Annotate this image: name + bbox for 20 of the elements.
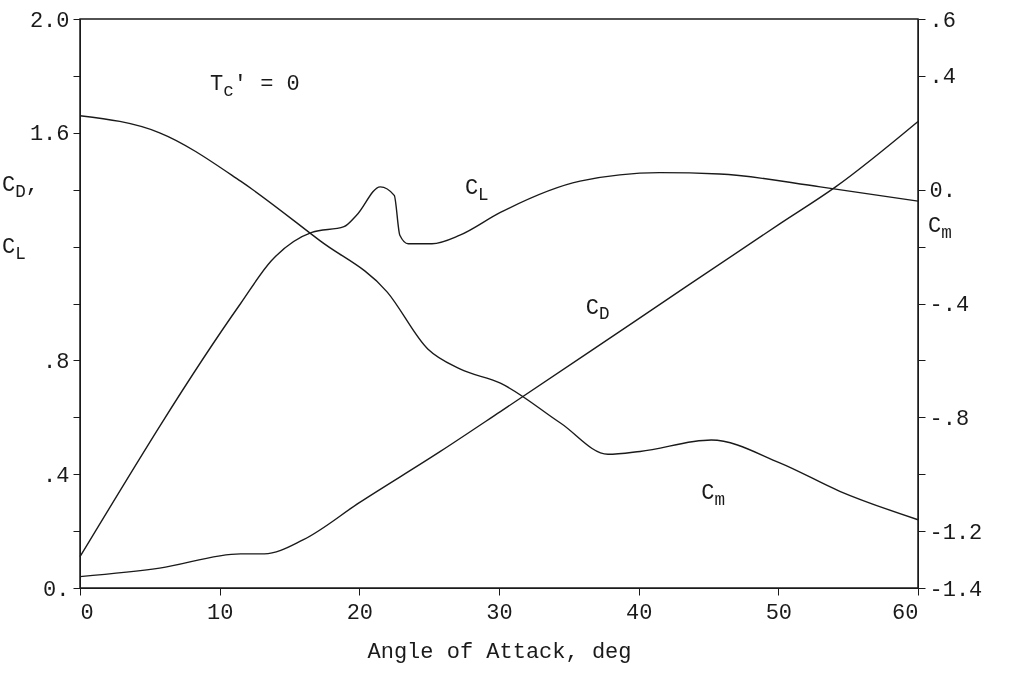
y-tick-label: 0.	[43, 577, 70, 603]
y-tick-label: .4	[43, 463, 70, 489]
y2-tick-label: -1.2	[929, 520, 983, 546]
y2-tick-label: -1.4	[929, 577, 983, 603]
y-tick-label: .8	[43, 349, 70, 375]
y2-tick-label: -.8	[929, 406, 970, 432]
x-tick-label: 20	[346, 600, 374, 626]
x-tick-label: 50	[765, 600, 793, 626]
x-tick-label: 0	[80, 600, 94, 626]
y2-tick-label: .6	[929, 8, 956, 34]
x-axis-title: Angle of Attack, deg	[367, 639, 632, 665]
x-tick-label: 10	[206, 600, 234, 626]
x-tick-label: 30	[486, 600, 513, 626]
y2-tick-label: -.4	[929, 293, 970, 318]
y2-tick-label: .4	[929, 65, 956, 91]
y2-tick-label: 0.	[929, 179, 956, 205]
y-tick-label: 1.6	[29, 122, 70, 148]
x-tick-label: 60	[892, 600, 919, 626]
y-tick-label: 2.0	[29, 8, 70, 34]
x-tick-label: 40	[625, 600, 653, 626]
